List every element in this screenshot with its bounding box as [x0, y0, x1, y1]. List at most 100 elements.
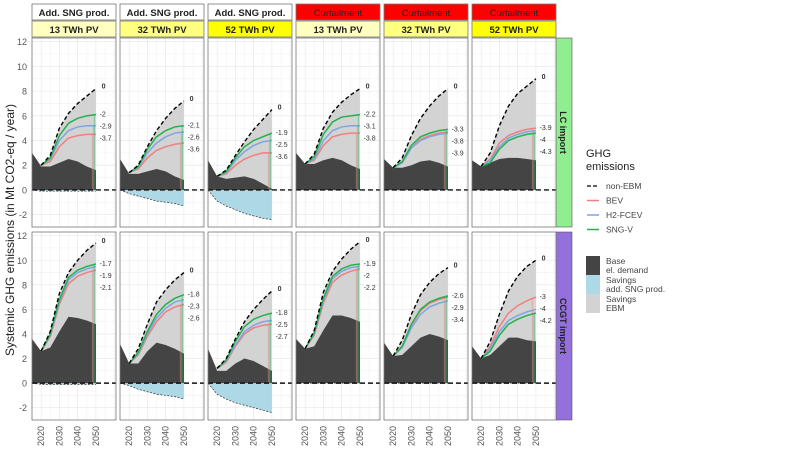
y-tick-label: 4 [22, 136, 27, 146]
end-value-label: 0 [366, 84, 370, 91]
panel: 0 -2.2 -3.1 -3.8 [295, 37, 381, 228]
end-value-label: 0 [278, 105, 282, 112]
legend-key-savings_sng [586, 275, 600, 294]
x-tick-label: 2020 [124, 426, 134, 446]
end-value-label: -2.2 [364, 112, 376, 119]
non-ebm-line [40, 242, 97, 352]
y-tick-label: 2 [22, 354, 27, 364]
column-strip-pv [31, 20, 117, 38]
non-ebm-line [304, 88, 361, 165]
non-ebm-line [304, 241, 361, 350]
bev-line [480, 296, 537, 360]
panel-border [119, 37, 205, 228]
x-tick-label: 2050 [355, 426, 365, 446]
x-tick-label: 2030 [494, 426, 504, 446]
column-strip-strategy [31, 3, 117, 21]
h2-fcev-line [392, 132, 449, 169]
legend-label: add. SNG prod. [606, 284, 665, 294]
column-strip-pv-label: 32 TWh PV [401, 25, 451, 36]
end-value-label: 0 [278, 286, 282, 293]
end-value-label: -3 [540, 294, 546, 301]
end-value-label: -4.3 [540, 149, 552, 156]
x-tick-label: 2040 [337, 426, 347, 446]
h2-fcev-line [480, 308, 537, 360]
non-ebm-line [392, 267, 449, 357]
y-tick-label: -2 [19, 403, 27, 413]
end-value-label: -2.9 [100, 124, 112, 131]
x-tick-label: 2020 [36, 426, 46, 446]
end-value-label: -2.6 [188, 135, 200, 142]
non-ebm-line [128, 272, 185, 364]
end-value-label: 0 [102, 238, 106, 245]
savings-sng-edge [31, 382, 96, 385]
column-strip-pv [295, 20, 381, 38]
end-value-label: -1.9 [100, 273, 112, 280]
base-demand-area [472, 337, 536, 384]
row-strip-label: CCGT import [558, 298, 568, 354]
base-demand-area [472, 157, 536, 190]
sng-v-line [216, 312, 273, 369]
h2-fcev-line [304, 124, 360, 165]
x-tick-label: 2040 [249, 426, 259, 446]
y-tick-label: 0 [22, 379, 27, 389]
savings-sng-area [120, 383, 184, 400]
column-strip-strategy [383, 3, 469, 21]
end-value-label: -1.9 [276, 130, 288, 137]
end-value-label: 0 [102, 84, 106, 91]
bev-line [216, 323, 273, 370]
column-strip-strategy [207, 3, 293, 21]
column-strip-pv [119, 20, 205, 38]
end-value-label: -3.6 [276, 154, 288, 161]
end-value-label: -3.9 [452, 150, 464, 157]
non-ebm-line [480, 259, 537, 359]
y-axis-label: Systemic GHG emissions (in Mt CO2-eq / y… [3, 104, 17, 356]
legend-label: el. demand [606, 265, 648, 275]
end-value-label: -1.9 [364, 261, 376, 268]
x-tick-label: 2050 [91, 426, 101, 446]
panel-border [471, 231, 557, 421]
sng-v-line [304, 113, 361, 165]
x-tick-label: 2030 [318, 426, 328, 446]
end-value-label: -3.4 [452, 317, 464, 324]
base-demand-area [120, 342, 184, 384]
column-strip-pv-label: 13 TWh PV [49, 25, 99, 36]
end-value-label: -2.2 [364, 285, 376, 292]
end-value-label: -1.8 [188, 292, 200, 299]
end-value-label: -2.6 [452, 293, 464, 300]
column-strip-strategy-label: Curtailment [402, 8, 451, 19]
sng-v-line [392, 295, 449, 357]
end-value-label: -4.2 [540, 318, 552, 325]
base-demand-area [208, 160, 272, 190]
end-value-label: -3.6 [188, 147, 200, 154]
y-tick-label: -2 [19, 210, 27, 220]
panel-border [31, 231, 117, 421]
bev-line [128, 303, 185, 365]
column-strip-pv [383, 20, 469, 38]
sng-v-line [128, 293, 185, 364]
base-demand-area [296, 152, 360, 190]
column-strip-pv-label: 32 TWh PV [137, 25, 187, 36]
savings-sng-area [208, 189, 272, 220]
end-value-label: -2.3 [188, 304, 200, 311]
panel: 0 -1.7 -1.9 -2.1 [31, 231, 117, 421]
end-value-label: -2.1 [100, 285, 112, 292]
legend-label: H2-FCEV [606, 210, 643, 220]
legend-label: BEV [606, 196, 623, 206]
panel: 0 -3 -4 -4.2 [471, 231, 557, 421]
x-tick-label: 2020 [300, 426, 310, 446]
panel: 0 -2.6 -2.9 -3.4 [383, 231, 469, 421]
panel: 0 -1.9 -2.5 -3.6 [207, 37, 293, 228]
y-tick-label: 8 [22, 87, 27, 97]
end-value-label: -4 [540, 137, 546, 144]
sng-v-line [392, 128, 449, 169]
base-demand-area [296, 315, 360, 384]
end-value-label: 0 [454, 84, 458, 91]
y-tick-label: 12 [17, 37, 27, 47]
y-tick-label: 10 [17, 256, 27, 266]
x-tick-label: 2040 [73, 426, 83, 446]
h2-fcev-line [40, 124, 96, 166]
h2-fcev-line [216, 319, 273, 369]
sng-v-line [40, 263, 97, 352]
column-strip-strategy-label: Add. SNG prod. [127, 8, 198, 19]
